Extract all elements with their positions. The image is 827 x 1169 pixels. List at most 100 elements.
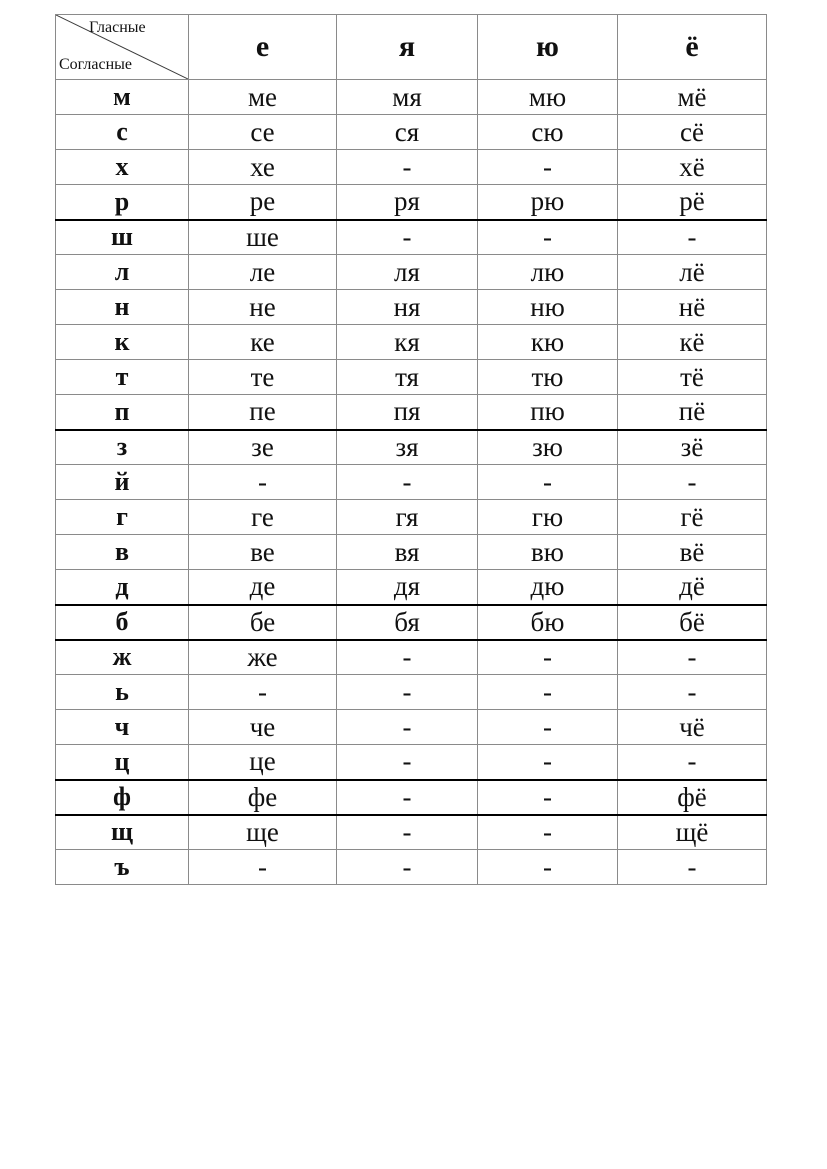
- consonant-cell: ъ: [55, 849, 189, 885]
- syllable-cell: дю: [477, 569, 618, 606]
- vowel-header-e: е: [188, 14, 337, 80]
- table-row: в ве вя вю вё: [55, 534, 767, 570]
- syllable-cell: ке: [188, 324, 337, 360]
- table-row: ц це - - -: [55, 744, 767, 781]
- syllable-cell: бя: [336, 604, 478, 641]
- syllable-cell: -: [617, 639, 767, 675]
- syllable-cell: ню: [477, 289, 618, 325]
- vowel-header-ya: я: [336, 14, 478, 80]
- syllable-cell: -: [336, 639, 478, 675]
- table-row: г ге гя гю гё: [55, 499, 767, 535]
- syllable-cell: пе: [188, 394, 337, 431]
- consonant-cell: д: [55, 569, 189, 606]
- syllable-cell: зя: [336, 429, 478, 465]
- syllable-cell: -: [477, 639, 618, 675]
- syllable-cell: зе: [188, 429, 337, 465]
- syllable-cell: -: [336, 744, 478, 781]
- table-row: ь----: [55, 674, 767, 710]
- syllable-cell: вя: [336, 534, 478, 570]
- syllable-cell: гё: [617, 499, 767, 535]
- consonant-cell: п: [55, 394, 189, 431]
- syllable-cell: -: [477, 849, 618, 885]
- syllable-cell: -: [336, 149, 478, 185]
- corner-cell: Гласные Согласные: [55, 14, 189, 80]
- syllable-cell: ше: [188, 219, 337, 255]
- table-row: р ре ря рю рё: [55, 184, 767, 221]
- table-row: й----: [55, 464, 767, 500]
- syllable-cell: нё: [617, 289, 767, 325]
- syllable-cell: сю: [477, 114, 618, 150]
- consonant-cell: ь: [55, 674, 189, 710]
- syllable-cell: кю: [477, 324, 618, 360]
- syllable-cell: -: [188, 464, 337, 500]
- syllable-cell: сё: [617, 114, 767, 150]
- table-row: с се ся сю сё: [55, 114, 767, 150]
- syllable-cell: ря: [336, 184, 478, 221]
- table-row: ч че - - чё: [55, 709, 767, 745]
- syllable-cell: бе: [188, 604, 337, 641]
- syllable-cell: -: [188, 849, 337, 885]
- consonant-cell: х: [55, 149, 189, 185]
- table-row: к ке кя кю кё: [55, 324, 767, 360]
- table-row: л ле ля лю лё: [55, 254, 767, 290]
- syllable-table: Гласные Согласные е я ю ё м ме мя мю мё с се ся…: [55, 14, 767, 885]
- table-row: м ме мя мю мё: [55, 79, 767, 115]
- syllable-cell: -: [477, 464, 618, 500]
- syllable-cell: бю: [477, 604, 618, 641]
- syllable-cell: чё: [617, 709, 767, 745]
- consonant-cell: м: [55, 79, 189, 115]
- syllable-cell: щё: [617, 814, 767, 850]
- syllable-cell: -: [477, 219, 618, 255]
- syllable-cell: -: [477, 674, 618, 710]
- syllable-cell: -: [617, 744, 767, 781]
- syllable-cell: не: [188, 289, 337, 325]
- consonant-cell: й: [55, 464, 189, 500]
- header-row: Гласные Согласные е я ю ё: [55, 14, 767, 80]
- syllable-cell: те: [188, 359, 337, 395]
- syllable-cell: ге: [188, 499, 337, 535]
- syllable-cell: де: [188, 569, 337, 606]
- syllable-cell: че: [188, 709, 337, 745]
- syllable-cell: тя: [336, 359, 478, 395]
- syllable-cell: ре: [188, 184, 337, 221]
- consonant-cell: ц: [55, 744, 189, 781]
- syllable-cell: се: [188, 114, 337, 150]
- syllable-cell: -: [336, 464, 478, 500]
- syllable-cell: -: [336, 814, 478, 850]
- syllable-cell: гю: [477, 499, 618, 535]
- consonant-cell: б: [55, 604, 189, 641]
- consonant-cell: з: [55, 429, 189, 465]
- syllable-cell: тё: [617, 359, 767, 395]
- syllable-cell: -: [477, 709, 618, 745]
- syllable-cell: хе: [188, 149, 337, 185]
- syllable-cell: дё: [617, 569, 767, 606]
- syllable-cell: зю: [477, 429, 618, 465]
- consonant-cell: р: [55, 184, 189, 221]
- consonant-cell: ф: [55, 779, 189, 816]
- syllable-cell: ле: [188, 254, 337, 290]
- syllable-cell: же: [188, 639, 337, 675]
- consonant-cell: г: [55, 499, 189, 535]
- consonant-cell: к: [55, 324, 189, 360]
- syllable-cell: мя: [336, 79, 478, 115]
- syllable-cell: гя: [336, 499, 478, 535]
- syllable-cell: -: [477, 744, 618, 781]
- table-body: м ме мя мю мё с се ся сю сё х хе - - хё р ре ря рю рё ш ше - - -…: [55, 79, 767, 885]
- syllable-cell: -: [336, 849, 478, 885]
- consonants-axis-label: Согласные: [59, 56, 133, 74]
- syllable-cell: рё: [617, 184, 767, 221]
- syllable-cell: пя: [336, 394, 478, 431]
- syllable-cell: хё: [617, 149, 767, 185]
- syllable-cell: -: [617, 219, 767, 255]
- syllable-cell: -: [477, 814, 618, 850]
- syllable-cell: -: [477, 149, 618, 185]
- consonant-cell: л: [55, 254, 189, 290]
- table-row: д де дя дю дё: [55, 569, 767, 606]
- consonant-cell: ш: [55, 219, 189, 255]
- syllable-cell: ме: [188, 79, 337, 115]
- syllable-cell: вю: [477, 534, 618, 570]
- syllable-cell: ве: [188, 534, 337, 570]
- syllable-cell: кё: [617, 324, 767, 360]
- vowel-header-yu: ю: [477, 14, 618, 80]
